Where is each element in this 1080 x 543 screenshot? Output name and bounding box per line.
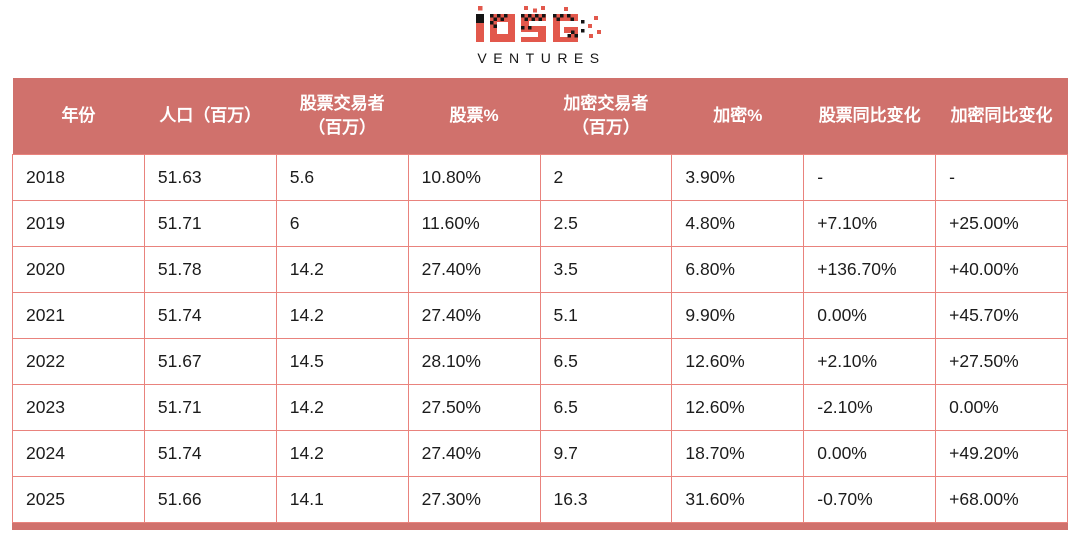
cell: 5.6 (275, 153, 409, 201)
cell: 27.30% (407, 475, 541, 523)
header-row: 年份 人口（百万） 股票交易者 （百万） 股票% 加密交易者 （百万） 加密% 股票同比变化 加密… (12, 78, 1068, 154)
cell: 6 (275, 199, 409, 247)
column-header: 年份 (12, 78, 145, 154)
table-body: 2018 51.63 5.6 10.80% 2 3.90% - -2019 51.71 6 11.6… (12, 153, 1068, 523)
cell: +45.70% (935, 291, 1068, 339)
cell: +49.20% (935, 429, 1068, 477)
cell: 3.90% (671, 153, 805, 201)
cell: 0.00% (803, 291, 937, 339)
column-header: 加密交易者 （百万） (540, 78, 672, 154)
table-footer-bar (12, 522, 1068, 530)
table-row: 2018 51.63 5.6 10.80% 2 3.90% - - (12, 153, 1068, 201)
column-header: 加密同比变化 (935, 78, 1068, 154)
cell: 51.71 (143, 383, 277, 431)
cell: 27.40% (407, 245, 541, 293)
iosg-logo-icon (476, 6, 601, 42)
table-row: 2021 51.74 14.2 27.40% 5.1 9.90% 0.00% +45.70% (12, 291, 1068, 339)
cell: 6.5 (539, 383, 673, 431)
column-header: 股票% (408, 78, 540, 154)
cell: +68.00% (935, 475, 1068, 523)
cell: - (803, 153, 937, 201)
cell: 2019 (12, 199, 145, 247)
table-row: 2023 51.71 14.2 27.50% 6.5 12.60% -2.10% 0.00% (12, 383, 1068, 431)
cell: 27.40% (407, 429, 541, 477)
cell: +2.10% (803, 337, 937, 385)
table-row: 2020 51.78 14.2 27.40% 3.5 6.80% +136.70% +40.0… (12, 245, 1068, 293)
cell: 16.3 (539, 475, 673, 523)
cell: -2.10% (803, 383, 937, 431)
cell: 2.5 (539, 199, 673, 247)
cell: 51.63 (143, 153, 277, 201)
cell: 6.80% (671, 245, 805, 293)
cell: 14.1 (275, 475, 409, 523)
table-row: 2025 51.66 14.1 27.30% 16.3 31.60% -0.70% +68.0… (12, 475, 1068, 523)
table-row: 2022 51.67 14.5 28.10% 6.5 12.60% +2.10% +27.50… (12, 337, 1068, 385)
cell: 14.2 (275, 291, 409, 339)
cell: 51.74 (143, 429, 277, 477)
column-header: 股票同比变化 (803, 78, 936, 154)
table-row: 2024 51.74 14.2 27.40% 9.7 18.70% 0.00% +49.20% (12, 429, 1068, 477)
cell: 2023 (12, 383, 145, 431)
cell: - (935, 153, 1068, 201)
column-header: 人口（百万） (144, 78, 277, 154)
cell: 14.5 (275, 337, 409, 385)
cell: 0.00% (935, 383, 1068, 431)
table-head: 年份 人口（百万） 股票交易者 （百万） 股票% 加密交易者 （百万） 加密% 股票同比变化 加密… (12, 78, 1068, 154)
cell: +136.70% (803, 245, 937, 293)
cell: 2020 (12, 245, 145, 293)
cell: 51.66 (143, 475, 277, 523)
cell: 4.80% (671, 199, 805, 247)
cell: 51.74 (143, 291, 277, 339)
cell: 2021 (12, 291, 145, 339)
cell: 9.7 (539, 429, 673, 477)
cell: -0.70% (803, 475, 937, 523)
cell: 2018 (12, 153, 145, 201)
cell: 28.10% (407, 337, 541, 385)
cell: 2022 (12, 337, 145, 385)
cell: 5.1 (539, 291, 673, 339)
cell: 2024 (12, 429, 145, 477)
cell: 27.50% (407, 383, 541, 431)
cell: 51.67 (143, 337, 277, 385)
cell: 14.2 (275, 245, 409, 293)
cell: 0.00% (803, 429, 937, 477)
cell: 2 (539, 153, 673, 201)
cell: 10.80% (407, 153, 541, 201)
cell: 12.60% (671, 337, 805, 385)
cell: 51.78 (143, 245, 277, 293)
cell: 14.2 (275, 383, 409, 431)
cell: 3.5 (539, 245, 673, 293)
cell: +25.00% (935, 199, 1068, 247)
cell: +27.50% (935, 337, 1068, 385)
logo: VENTURES (0, 0, 1080, 78)
cell: 14.2 (275, 429, 409, 477)
column-header: 股票交易者 （百万） (276, 78, 409, 154)
cell: 6.5 (539, 337, 673, 385)
data-table: 年份 人口（百万） 股票交易者 （百万） 股票% 加密交易者 （百万） 加密% 股票同比变化 加密… (12, 78, 1068, 523)
cell: 18.70% (671, 429, 805, 477)
logo-subtitle: VENTURES (477, 50, 606, 66)
column-header: 加密% (671, 78, 804, 154)
cell: 51.71 (143, 199, 277, 247)
page: VENTURES 年份 人口（百万） 股票交易者 （百万） 股票% 加密交易者 （百万） 加密… (0, 0, 1080, 530)
table-row: 2019 51.71 6 11.60% 2.5 4.80% +7.10% +25.00% (12, 199, 1068, 247)
cell: 9.90% (671, 291, 805, 339)
cell: 31.60% (671, 475, 805, 523)
cell: 12.60% (671, 383, 805, 431)
cell: +7.10% (803, 199, 937, 247)
cell: +40.00% (935, 245, 1068, 293)
cell: 27.40% (407, 291, 541, 339)
cell: 2025 (12, 475, 145, 523)
cell: 11.60% (407, 199, 541, 247)
